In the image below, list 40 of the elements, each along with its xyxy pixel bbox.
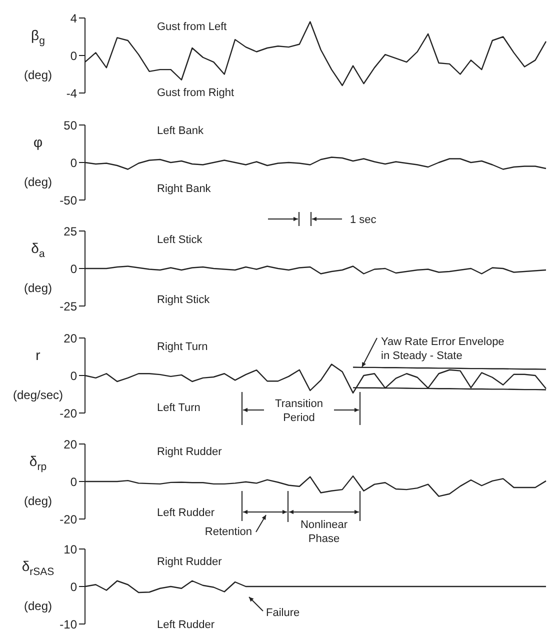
text: β$_{g}$ (deg) xyxy=(24,27,52,82)
annotation: Left Rudder xyxy=(157,619,215,631)
annotation: Yaw Rate Error Envelope in Steady - State xyxy=(381,336,504,362)
y-tick-label: -25 xyxy=(60,299,78,314)
y-tick-label: 10 xyxy=(64,542,78,556)
annotation: Left Stick xyxy=(157,234,203,246)
y-tick-label: 20 xyxy=(64,331,78,346)
annotation: Right Stick xyxy=(157,294,210,306)
annotation: Gust from Left xyxy=(157,21,227,33)
y-tick-label: 0 xyxy=(70,262,78,276)
y-tick-label: 25 xyxy=(64,224,78,238)
y-tick-label: 20 xyxy=(64,437,78,452)
text: Retention xyxy=(204,526,252,538)
text: 1 sec xyxy=(350,214,377,226)
text: r (deg/sec) xyxy=(12,347,64,402)
y-tick-label: 0 xyxy=(70,156,78,170)
annotation: Right Turn xyxy=(157,341,208,353)
y-tick-label: -20 xyxy=(60,406,78,420)
text: δ$_{a}$ (deg) xyxy=(24,240,52,295)
annotation: Left Turn xyxy=(157,402,200,414)
annotation: Failure xyxy=(266,607,300,619)
annotation: Transition Period xyxy=(275,398,323,424)
y-tick-label: -20 xyxy=(60,512,78,526)
annotation: Right Rudder xyxy=(157,556,222,568)
y-tick-label: -4 xyxy=(66,86,78,100)
y-tick-label: -50 xyxy=(60,193,78,208)
annotation: Gust from Right xyxy=(157,87,234,99)
y-tick-label: 0 xyxy=(70,580,78,594)
y-tick-label: 0 xyxy=(70,48,78,63)
y-tick-label: 0 xyxy=(70,368,78,383)
annotation: Left Bank xyxy=(157,125,204,137)
annotation: Right Rudder xyxy=(157,446,222,458)
annotation: Right Bank xyxy=(157,183,212,195)
y-tick-label: 0 xyxy=(70,474,78,489)
y-tick-label: 50 xyxy=(64,118,78,132)
text: φ (deg) xyxy=(24,134,52,189)
annotation: Nonlinear Phase xyxy=(300,519,348,545)
annotation: Left Rudder xyxy=(157,507,215,519)
y-tick-label: 4 xyxy=(70,11,78,26)
y-tick-label: -10 xyxy=(60,617,78,632)
